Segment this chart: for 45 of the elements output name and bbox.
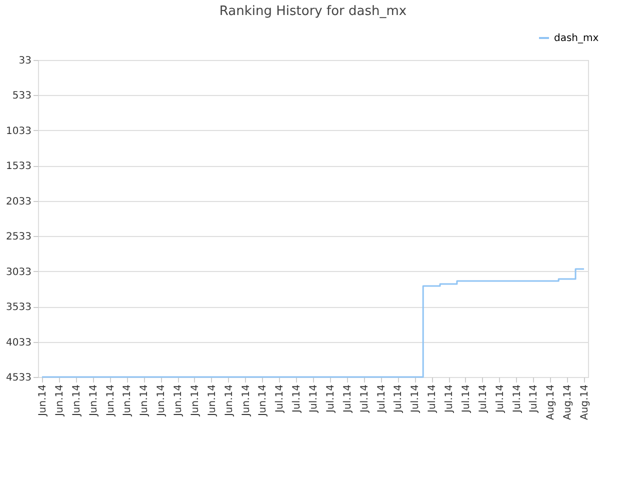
x-tick-label: Jun.14	[38, 384, 48, 418]
x-tick-label: Jun.14	[139, 384, 150, 418]
x-tick-label: Jul.14	[528, 384, 540, 414]
x-tick-label: Jun.14	[105, 384, 116, 418]
x-tick-label: Jul.14	[325, 384, 336, 414]
x-tick-label: Jul.14	[427, 384, 438, 414]
legend-label: dash_mx	[554, 33, 599, 44]
x-tick-label: Aug.14	[562, 384, 574, 420]
x-tick-label: Jun.14	[258, 384, 269, 418]
y-tick-label: 4033	[6, 337, 32, 348]
x-tick-label: Jul.14	[494, 384, 506, 414]
x-tick-label: Jul.14	[410, 384, 422, 414]
x-tick-label: Jul.14	[460, 384, 472, 414]
y-tick-label: 3033	[6, 266, 32, 278]
y-tick-label: 1533	[6, 161, 32, 172]
x-tick-label: Jul.14	[292, 384, 303, 414]
y-tick-label: 2033	[6, 196, 32, 208]
x-tick-label: Jun.14	[54, 384, 66, 418]
x-tick-label: Jul.14	[274, 384, 286, 414]
x-tick-label: Jul.14	[359, 384, 370, 414]
y-tick-label: 2533	[6, 232, 32, 243]
x-tick-label: Jun.14	[240, 384, 252, 418]
x-tick-label: Jul.14	[478, 384, 489, 414]
x-tick-label: Jul.14	[308, 384, 320, 414]
x-tick-label: Jun.14	[88, 384, 100, 418]
y-tick-label: 4533	[6, 372, 32, 384]
x-tick-label: Jul.14	[512, 384, 523, 414]
x-tick-label: Jun.14	[156, 384, 168, 418]
y-tick-label: 33	[18, 56, 32, 66]
x-tick-label: Jul.14	[393, 384, 404, 414]
x-tick-label: Jun.14	[190, 384, 201, 418]
x-tick-label: Jul.14	[444, 384, 455, 414]
x-tick-label: Jul.14	[342, 384, 354, 414]
y-tick-label: 3533	[6, 302, 32, 314]
x-tick-label: Jul.14	[376, 384, 388, 414]
x-tick-label: Jun.14	[173, 384, 184, 418]
x-tick-label: Jun.14	[71, 384, 82, 418]
x-tick-label: Jun.14	[224, 384, 235, 418]
x-tick-label: Aug.14	[580, 384, 590, 420]
y-tick-label: 1033	[6, 126, 32, 137]
x-tick-label: Jun.14	[122, 384, 134, 418]
y-tick-label: 533	[12, 90, 32, 102]
chart-title: Ranking History for dash_mx	[219, 4, 407, 19]
x-tick-label: Aug.14	[546, 384, 557, 420]
x-tick-label: Jun.14	[206, 384, 218, 418]
